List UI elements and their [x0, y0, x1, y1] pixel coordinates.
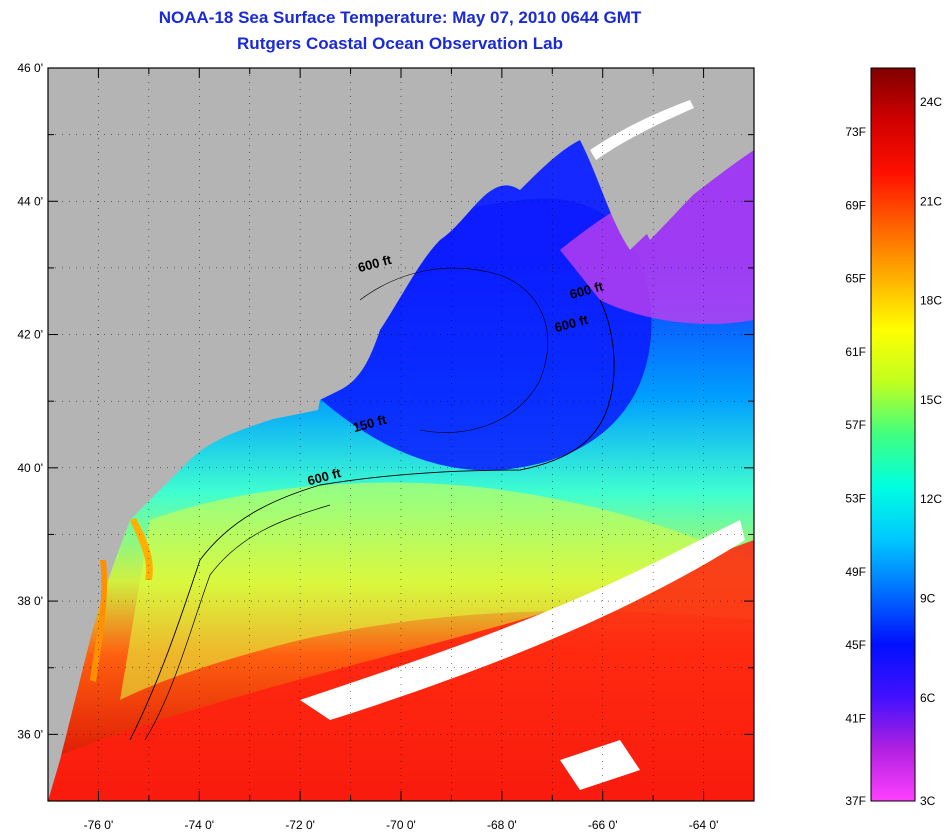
celsius-label: 3C [920, 794, 936, 808]
long-island [205, 400, 320, 432]
depth-contour-150ft [144, 504, 331, 741]
lat-tick-label: 44 0' [17, 194, 43, 208]
coldest-water-region [560, 150, 754, 324]
lon-tick-label: -68 0' [487, 818, 517, 832]
fahrenheit-label: 41F [845, 711, 866, 725]
lon-tick-label: -66 0' [588, 818, 618, 832]
colorbar-labels: 73F 69F 65F 61F 57F 53F 49F 45F 41F 37F 24C 21C 18C 1… [845, 95, 942, 808]
depth-contour-600ft [129, 299, 615, 741]
lon-tick-label: -74 0' [184, 818, 214, 832]
colorbar-frame [870, 67, 916, 802]
fahrenheit-label: 69F [845, 198, 866, 212]
basin-contour [359, 267, 549, 433]
fahrenheit-label: 65F [845, 272, 866, 286]
fahrenheit-label: 53F [845, 492, 866, 506]
lon-tick-label: -70 0' [386, 818, 416, 832]
lon-tick-label: -76 0' [84, 818, 114, 832]
fahrenheit-label: 49F [845, 565, 866, 579]
lat-tick-label: 42 0' [17, 328, 43, 342]
celsius-label: 15C [920, 393, 942, 407]
cloud-patch [560, 740, 640, 790]
fahrenheit-label: 57F [845, 418, 866, 432]
lat-tick-label: 40 0' [17, 461, 43, 475]
lon-tick-label: -64 0' [689, 818, 719, 832]
chesapeake-bay [90, 560, 108, 682]
celsius-label: 12C [920, 492, 942, 506]
fahrenheit-label: 37F [845, 794, 866, 808]
cloud-streak [300, 520, 745, 720]
lat-tick-label: 36 0' [17, 727, 43, 741]
fundy-cloud [590, 100, 694, 160]
celsius-label: 9C [920, 592, 936, 606]
map-subtitle: Rutgers Coastal Ocean Observation Lab [237, 34, 563, 53]
coordinate-grid [48, 68, 754, 801]
lat-tick-label: 38 0' [17, 594, 43, 608]
celsius-label: 21C [920, 194, 942, 208]
colorbar-gradient [871, 68, 915, 801]
map-title: NOAA-18 Sea Surface Temperature: May 07,… [158, 8, 642, 27]
lat-tick-label: 46 0' [17, 61, 43, 75]
fahrenheit-label: 45F [845, 638, 866, 652]
lon-tick-label: -72 0' [285, 818, 315, 832]
axis-ticks: 46 0' 44 0' 42 0' 40 0' 38 0' 36 0' -76 0' -74 … [17, 61, 755, 832]
celsius-label: 24C [920, 95, 942, 109]
land-mass [48, 68, 754, 801]
shelf-water-region [120, 482, 754, 700]
fahrenheit-label: 73F [845, 125, 866, 139]
celsius-label: 6C [920, 691, 936, 705]
delaware-bay [130, 518, 153, 580]
celsius-label: 18C [920, 294, 942, 308]
fahrenheit-label: 61F [845, 345, 866, 359]
